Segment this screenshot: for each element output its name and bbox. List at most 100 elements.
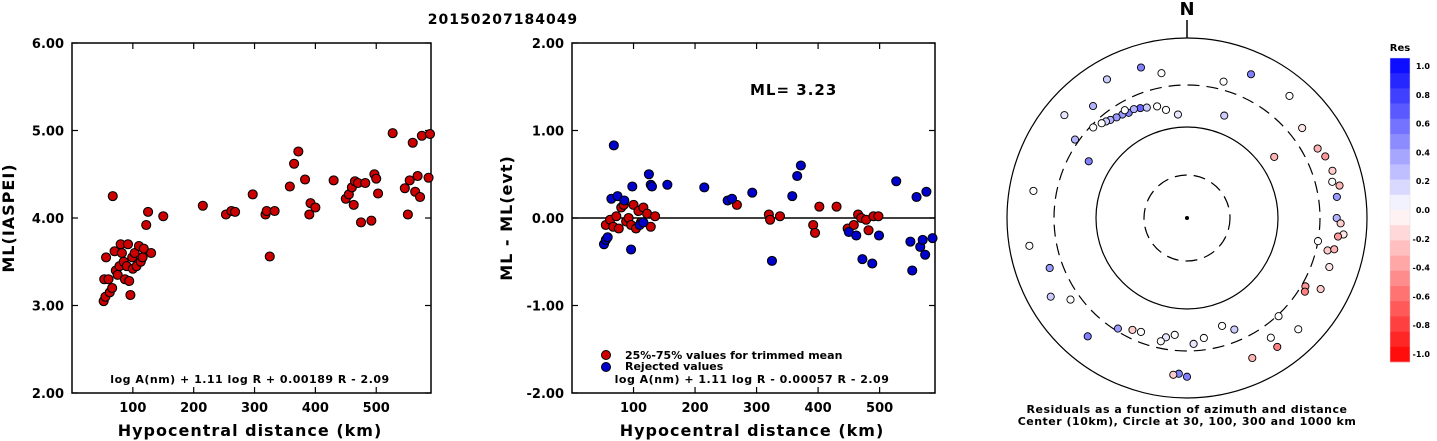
plot-frame <box>71 42 432 394</box>
x-tick-label: 100 <box>620 401 647 416</box>
data-point <box>125 289 136 301</box>
colorbar-cell <box>1390 149 1410 165</box>
station-point <box>1298 123 1307 133</box>
residual-colorbar: Res 1.0 0.8 0.6 0.4 0.2 0.0 -0.2 -0.4 -0.6 -0.8 -1… <box>1389 43 1431 363</box>
data-point <box>650 211 661 222</box>
station-point <box>1285 91 1294 100</box>
formula-label: log A(nm) + 1.11 log R - 0.00057 R - 2.0… <box>615 373 890 386</box>
station-point <box>1142 103 1151 112</box>
x-tick-label: 400 <box>805 401 832 416</box>
ring-100km <box>1095 126 1279 310</box>
colorbar-cell <box>1390 103 1410 120</box>
data-point <box>387 128 398 139</box>
data-points <box>98 128 436 307</box>
data-point <box>814 201 825 212</box>
ring-1000km <box>1006 37 1368 399</box>
station-point <box>1025 241 1034 250</box>
station-point <box>1089 102 1098 111</box>
data-point <box>107 191 118 202</box>
y-tick-label: 4.00 <box>32 212 64 227</box>
station-point <box>1173 110 1182 119</box>
colorbar-tick-label: -0.6 <box>1413 292 1431 301</box>
formula-label: log A(nm) + 1.11 log R + 0.00189 R - 2.0… <box>110 373 389 386</box>
station-point <box>1294 325 1303 334</box>
station-point <box>1097 119 1106 128</box>
station-point <box>1083 332 1092 341</box>
data-point <box>284 181 295 192</box>
station-point <box>1170 330 1179 339</box>
station-point <box>1332 213 1341 223</box>
station-point <box>1157 69 1166 78</box>
data-point <box>366 215 377 226</box>
data-point <box>137 252 148 263</box>
data-point <box>412 170 423 182</box>
center-point <box>1185 216 1189 220</box>
station-point <box>1313 237 1323 246</box>
station-point <box>1274 312 1283 321</box>
station-point <box>1136 63 1146 72</box>
colorbar-cell <box>1390 286 1410 302</box>
data-point <box>371 173 382 184</box>
data-point <box>101 252 112 263</box>
data-point <box>230 206 241 217</box>
data-point <box>809 227 821 238</box>
legend-marker-trimmed <box>601 350 611 360</box>
colorbar-cell <box>1390 134 1410 150</box>
station-point <box>1248 353 1257 363</box>
station-point <box>1220 111 1229 120</box>
data-point <box>360 177 371 189</box>
ring-300km <box>1053 84 1321 352</box>
data-point <box>107 282 118 294</box>
data-point <box>646 181 658 192</box>
colorbar-cell <box>1390 164 1410 180</box>
x-tick-label: 300 <box>241 401 268 416</box>
data-point <box>921 186 932 197</box>
station-point <box>1113 324 1122 333</box>
data-point <box>611 211 622 222</box>
colorbar-cell <box>1390 210 1410 226</box>
station-point <box>1246 70 1256 79</box>
data-point <box>299 174 311 185</box>
data-point <box>602 232 613 243</box>
station-point <box>1332 192 1341 201</box>
data-point <box>293 146 304 157</box>
data-point <box>857 254 868 265</box>
data-point <box>404 175 415 186</box>
data-point <box>197 200 208 211</box>
colorbar-cell <box>1390 118 1410 135</box>
x-tick-label: 200 <box>180 401 207 416</box>
station-point <box>1266 333 1275 342</box>
station-point <box>1333 232 1343 241</box>
data-point <box>911 191 922 203</box>
y-axis-ticks: -2.00 -1.00 0.00 1.00 2.00 <box>527 37 935 402</box>
station-point <box>1219 77 1228 86</box>
station-point <box>1300 287 1309 296</box>
data-point <box>402 209 413 220</box>
data-point <box>917 234 928 245</box>
data-point <box>264 251 275 262</box>
colorbar-tick-label: -0.4 <box>1413 264 1431 273</box>
colorbar-cell <box>1390 331 1410 348</box>
station-point <box>1084 157 1093 166</box>
station-point <box>1325 262 1334 272</box>
data-point <box>848 219 859 231</box>
colorbar-tick-label: 0.2 <box>1416 177 1430 186</box>
data-point <box>141 219 152 231</box>
azimuth-distance-residual-panel: N Residuals as a function of azimuth and… <box>1006 0 1368 428</box>
caption-line-2: Center (10km), Circle at 30, 100, 300 an… <box>1018 415 1357 428</box>
x-tick-label: 500 <box>866 401 893 416</box>
data-points <box>598 140 938 276</box>
y-tick-label: 6.00 <box>32 37 64 52</box>
caption-line-1: Residuals as a function of azimuth and d… <box>1027 403 1348 416</box>
station-point <box>1120 106 1129 115</box>
y-tick-label: -2.00 <box>527 387 564 402</box>
y-tick-label: -1.00 <box>527 300 564 315</box>
station-point <box>1029 186 1038 195</box>
colorbar-cell <box>1390 225 1410 241</box>
station-residual-points <box>1025 63 1348 381</box>
data-point <box>310 202 321 213</box>
station-point <box>1335 181 1344 190</box>
legend-label-rejected: Rejected values <box>625 360 724 373</box>
data-point <box>373 188 384 199</box>
y-tick-label: 3.00 <box>32 300 64 315</box>
